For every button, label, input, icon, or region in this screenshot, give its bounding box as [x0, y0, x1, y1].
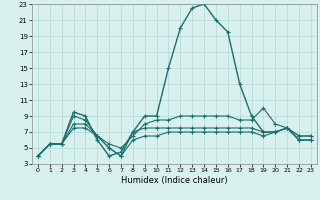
X-axis label: Humidex (Indice chaleur): Humidex (Indice chaleur): [121, 176, 228, 185]
